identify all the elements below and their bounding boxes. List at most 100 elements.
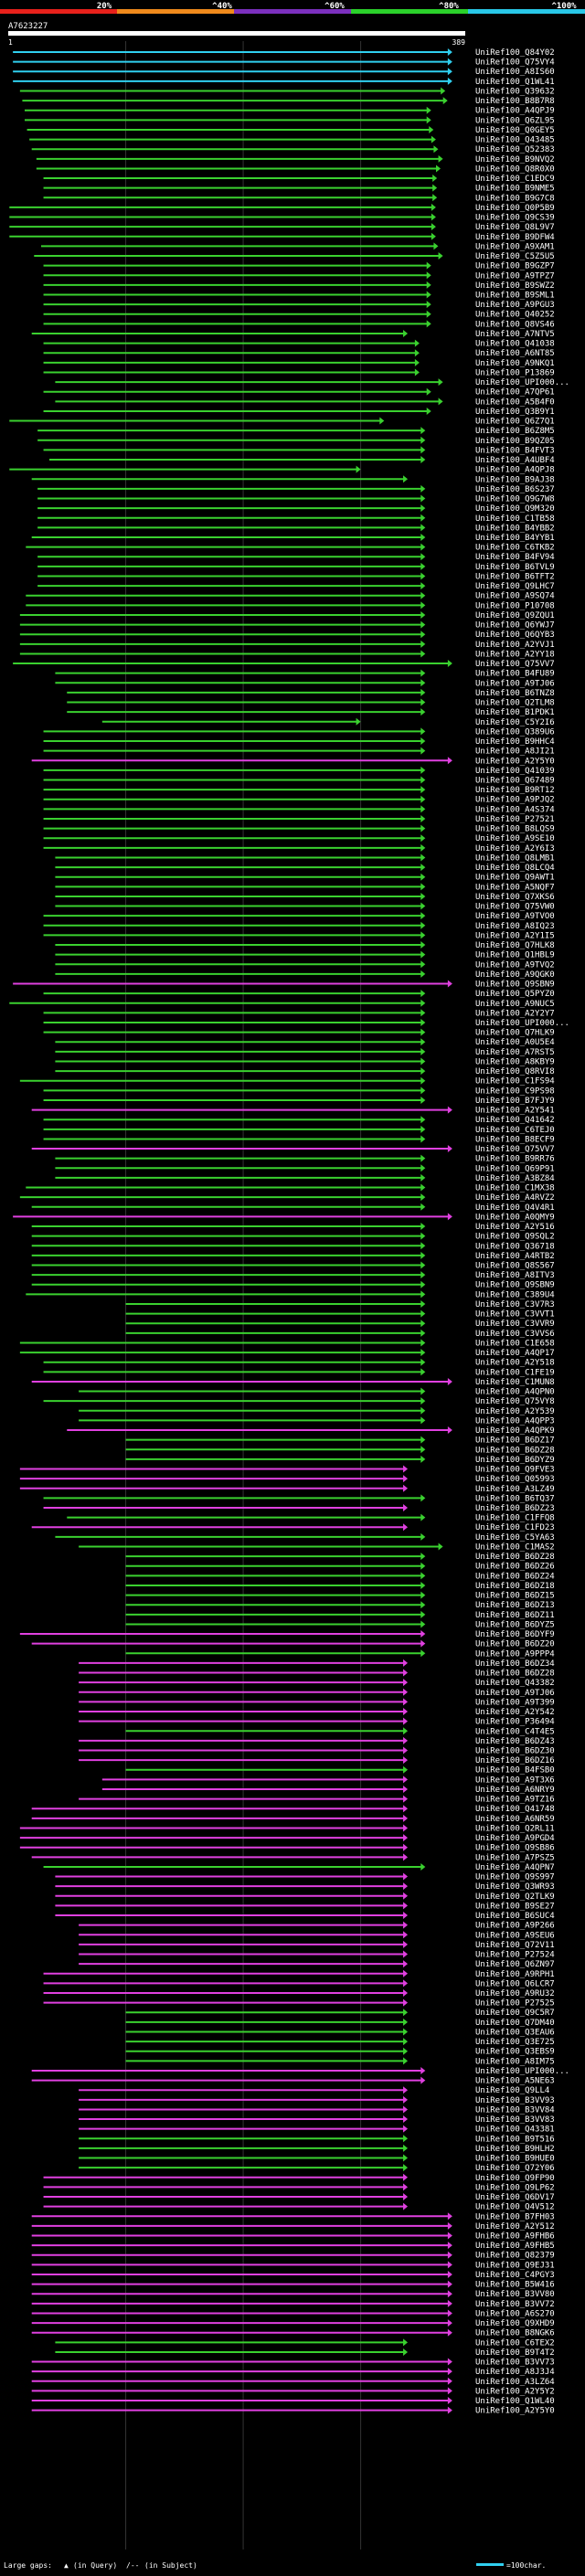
hit-label[interactable]: UniRef100_B6DZ18 bbox=[475, 1582, 555, 1591]
hit-label[interactable]: UniRef100_B8B7R8 bbox=[475, 97, 555, 106]
hit-label[interactable]: UniRef100_Q8LMB1 bbox=[475, 853, 555, 863]
hit-label[interactable]: UniRef100_A4QPN7 bbox=[475, 1863, 555, 1872]
hit-label[interactable]: UniRef100_A2YVJ1 bbox=[475, 641, 555, 650]
hit-label[interactable]: UniRef100_A2YY18 bbox=[475, 650, 555, 659]
hit-label[interactable]: UniRef100_A7RST5 bbox=[475, 1048, 555, 1057]
hit-label[interactable]: UniRef100_A5NE63 bbox=[475, 2077, 555, 2086]
hit-label[interactable]: UniRef100_Q6QYB3 bbox=[475, 631, 555, 640]
hit-label[interactable]: UniRef100_A9FHB6 bbox=[475, 2232, 555, 2242]
hit-label[interactable]: UniRef100_A8IQ23 bbox=[475, 922, 555, 931]
hit-label[interactable]: UniRef100_Q6ZL95 bbox=[475, 116, 555, 125]
hit-label[interactable]: UniRef100_Q2TLK9 bbox=[475, 1892, 555, 1902]
hit-label[interactable]: UniRef100_B6TQ37 bbox=[475, 1494, 555, 1503]
hit-label[interactable]: UniRef100_A2Y539 bbox=[475, 1407, 555, 1416]
hit-label[interactable]: UniRef100_Q8LCQ4 bbox=[475, 864, 555, 873]
hit-label[interactable]: UniRef100_C1MUN8 bbox=[475, 1378, 555, 1387]
hit-label[interactable]: UniRef100_Q1WL40 bbox=[475, 2397, 555, 2406]
hit-label[interactable]: UniRef100_C5Z5U5 bbox=[475, 252, 555, 261]
hit-label[interactable]: UniRef100_C4T4E5 bbox=[475, 1727, 555, 1736]
hit-label[interactable]: UniRef100_B9AJ38 bbox=[475, 475, 555, 484]
hit-label[interactable]: UniRef100_B9QZ05 bbox=[475, 437, 555, 446]
hit-label[interactable]: UniRef100_UPI000... bbox=[475, 378, 569, 387]
hit-label[interactable]: UniRef100_B4YYB1 bbox=[475, 534, 555, 543]
hit-label[interactable]: UniRef100_A9XAM1 bbox=[475, 242, 555, 251]
hit-label[interactable]: UniRef100_A9T3X6 bbox=[475, 1776, 555, 1785]
hit-label[interactable]: UniRef100_Q9SBN9 bbox=[475, 981, 555, 990]
hit-label[interactable]: UniRef100_C6TKB2 bbox=[475, 544, 555, 553]
hit-label[interactable]: UniRef100_B6DZ23 bbox=[475, 1504, 555, 1513]
hit-label[interactable]: UniRef100_A6NRY9 bbox=[475, 1786, 555, 1795]
hit-label[interactable]: UniRef100_Q9FVE3 bbox=[475, 1466, 555, 1475]
hit-label[interactable]: UniRef100_B6DZ28 bbox=[475, 1446, 555, 1455]
hit-label[interactable]: UniRef100_B7FJY9 bbox=[475, 1097, 555, 1106]
hit-label[interactable]: UniRef100_Q1HBL9 bbox=[475, 951, 555, 960]
hit-label[interactable]: UniRef100_B6DZ34 bbox=[475, 1659, 555, 1669]
hit-label[interactable]: UniRef100_Q52383 bbox=[475, 145, 555, 154]
hit-label[interactable]: UniRef100_A8ITV3 bbox=[475, 1271, 555, 1280]
hit-label[interactable]: UniRef100_Q6YWJ7 bbox=[475, 621, 555, 631]
hit-label[interactable]: UniRef100_B9HUE0 bbox=[475, 2155, 555, 2164]
hit-label[interactable]: UniRef100_Q9G7W8 bbox=[475, 495, 555, 504]
hit-label[interactable]: UniRef100_C1FE19 bbox=[475, 1368, 555, 1377]
hit-label[interactable]: UniRef100_Q9S997 bbox=[475, 1873, 555, 1882]
hit-label[interactable]: UniRef100_A2Y516 bbox=[475, 1223, 555, 1232]
hit-label[interactable]: UniRef100_A2Y5Y2 bbox=[475, 2387, 555, 2396]
hit-label[interactable]: UniRef100_A9QGK0 bbox=[475, 970, 555, 980]
hit-label[interactable]: UniRef100_Q6DV17 bbox=[475, 2193, 555, 2202]
hit-label[interactable]: UniRef100_A9PGD4 bbox=[475, 1834, 555, 1843]
hit-label[interactable]: UniRef100_C1E658 bbox=[475, 1339, 555, 1348]
hit-label[interactable]: UniRef100_B6DYZ5 bbox=[475, 1620, 555, 1629]
hit-label[interactable]: UniRef100_B3VV80 bbox=[475, 2290, 555, 2299]
hit-label[interactable]: UniRef100_B6DZ20 bbox=[475, 1640, 555, 1649]
hit-label[interactable]: UniRef100_A2Y512 bbox=[475, 2222, 555, 2231]
hit-label[interactable]: UniRef100_B9HLH2 bbox=[475, 2145, 555, 2154]
hit-label[interactable]: UniRef100_A0QMY9 bbox=[475, 1213, 555, 1222]
hit-label[interactable]: UniRef100_B6DZ28 bbox=[475, 1553, 555, 1562]
hit-label[interactable]: UniRef100_C4PGY3 bbox=[475, 2271, 555, 2280]
hit-label[interactable]: UniRef100_Q9SBN9 bbox=[475, 1281, 555, 1290]
hit-label[interactable]: UniRef100_A5B4F0 bbox=[475, 398, 555, 407]
hit-label[interactable]: UniRef100_C1MX38 bbox=[475, 1184, 555, 1193]
hit-label[interactable]: UniRef100_C3VVS6 bbox=[475, 1330, 555, 1339]
hit-label[interactable]: UniRef100_Q2RL11 bbox=[475, 1824, 555, 1833]
hit-label[interactable]: UniRef100_B6DZ17 bbox=[475, 1436, 555, 1446]
hit-label[interactable]: UniRef100_P27525 bbox=[475, 1999, 555, 2009]
hit-label[interactable]: UniRef100_A8JI21 bbox=[475, 747, 555, 757]
hit-label[interactable]: UniRef100_Q6ZN97 bbox=[475, 1960, 555, 1969]
hit-label[interactable]: UniRef100_B9SML1 bbox=[475, 292, 555, 301]
hit-label[interactable]: UniRef100_Q75VY8 bbox=[475, 1397, 555, 1406]
hit-label[interactable]: UniRef100_B6DZ15 bbox=[475, 1592, 555, 1601]
hit-label[interactable]: UniRef100_Q05993 bbox=[475, 1475, 555, 1484]
hit-label[interactable]: UniRef100_Q389U6 bbox=[475, 727, 555, 737]
hit-label[interactable]: UniRef100_A6S270 bbox=[475, 2309, 555, 2318]
hit-label[interactable]: UniRef100_B3VV84 bbox=[475, 2105, 555, 2115]
hit-label[interactable]: UniRef100_A9SE10 bbox=[475, 834, 555, 843]
hit-label[interactable]: UniRef100_A3LZ64 bbox=[475, 2378, 555, 2387]
hit-label[interactable]: UniRef100_B4FU89 bbox=[475, 670, 555, 679]
hit-label[interactable]: UniRef100_B6SUC4 bbox=[475, 1912, 555, 1921]
hit-label[interactable]: UniRef100_Q7HLK9 bbox=[475, 1029, 555, 1038]
hit-label[interactable]: UniRef100_A9FHB5 bbox=[475, 2242, 555, 2251]
hit-label[interactable]: UniRef100_A4QPK9 bbox=[475, 1426, 555, 1436]
hit-label[interactable]: UniRef100_B6DZ26 bbox=[475, 1563, 555, 1572]
hit-label[interactable]: UniRef100_C1FFQ8 bbox=[475, 1514, 555, 1523]
hit-label[interactable]: UniRef100_B1PDK1 bbox=[475, 708, 555, 717]
hit-label[interactable]: UniRef100_Q3EBS9 bbox=[475, 2048, 555, 2057]
hit-label[interactable]: UniRef100_C3V7R3 bbox=[475, 1300, 555, 1309]
hit-label[interactable]: UniRef100_B3VV72 bbox=[475, 2300, 555, 2309]
hit-label[interactable]: UniRef100_Q75VY4 bbox=[475, 58, 555, 68]
hit-label[interactable]: UniRef100_Q7DM40 bbox=[475, 2019, 555, 2028]
hit-label[interactable]: UniRef100_A3LZ49 bbox=[475, 1485, 555, 1494]
hit-label[interactable]: UniRef100_P10708 bbox=[475, 601, 555, 610]
hit-label[interactable]: UniRef100_A8IM75 bbox=[475, 2057, 555, 2066]
hit-label[interactable]: UniRef100_A4QPJ9 bbox=[475, 107, 555, 116]
hit-label[interactable]: UniRef100_P27521 bbox=[475, 815, 555, 824]
hit-label[interactable]: UniRef100_Q0P5B9 bbox=[475, 204, 555, 213]
hit-label[interactable]: UniRef100_Q4V512 bbox=[475, 2203, 555, 2212]
hit-label[interactable]: UniRef100_Q8VS46 bbox=[475, 320, 555, 329]
hit-label[interactable]: UniRef100_A9TJ06 bbox=[475, 1689, 555, 1698]
hit-label[interactable]: UniRef100_B9SE27 bbox=[475, 1902, 555, 1911]
hit-label[interactable]: UniRef100_Q9FP90 bbox=[475, 2174, 555, 2183]
hit-label[interactable]: UniRef100_A2Y5Y0 bbox=[475, 2407, 555, 2416]
hit-label[interactable]: UniRef100_A4QPN0 bbox=[475, 1388, 555, 1397]
